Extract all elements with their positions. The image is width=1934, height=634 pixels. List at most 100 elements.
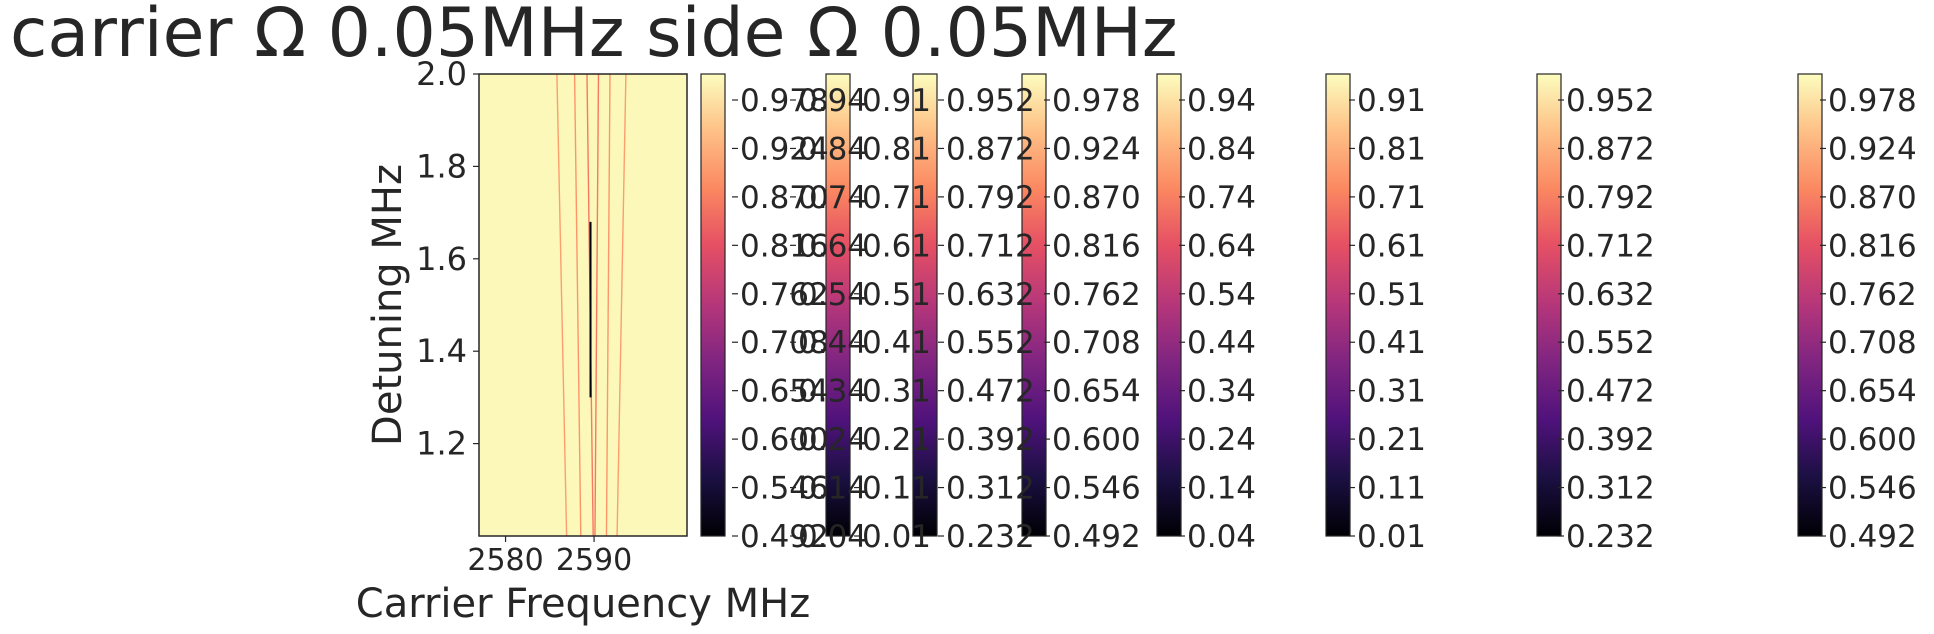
colorbar-tick-label: 0.41 xyxy=(1357,325,1426,361)
colorbar-tick-label: 0.978 xyxy=(1828,83,1917,119)
colorbar-tick-label: 0.708 xyxy=(1828,325,1917,361)
colorbar-tick-label: 0.61 xyxy=(862,228,931,264)
x-tick-label: 2580 xyxy=(467,543,543,578)
colorbar-3 xyxy=(912,73,938,537)
colorbar-tick-label: 0.600 xyxy=(1828,422,1917,458)
colorbar-tick-label: 0.712 xyxy=(1566,228,1655,264)
colorbar-tick-label: 0.632 xyxy=(1566,277,1655,313)
colorbar-tick-label: 0.546 xyxy=(740,471,829,507)
colorbar-7 xyxy=(1536,73,1562,537)
y-tick-label: 1.2 xyxy=(416,425,467,463)
colorbar-tick-label: 0.472 xyxy=(946,374,1035,410)
colorbar-tick-label: 0.312 xyxy=(1566,471,1655,507)
heatmap-background xyxy=(479,74,687,536)
colorbar-tick-label: 0.232 xyxy=(1566,519,1655,555)
colorbar-tick-label: 0.31 xyxy=(1357,374,1426,410)
colorbar-4 xyxy=(1021,73,1047,537)
colorbar-tick-label: 0.31 xyxy=(862,374,931,410)
colorbar-tick-label: 0.71 xyxy=(862,180,931,216)
colorbar-tick-label: 0.392 xyxy=(946,422,1035,458)
colorbar-8 xyxy=(1797,73,1823,537)
colorbar-tick-label: 0.762 xyxy=(1828,277,1917,313)
colorbar-tick-label: 0.654 xyxy=(740,374,829,410)
colorbar-tick-label: 0.978 xyxy=(1052,83,1141,119)
colorbar-tick-label: 0.546 xyxy=(1828,471,1917,507)
colorbar-tick-label: 0.74 xyxy=(798,180,867,216)
colorbar-tick-label: 0.762 xyxy=(1052,277,1141,313)
colorbar-tick-label: 0.870 xyxy=(1052,180,1141,216)
y-tick-label: 1.8 xyxy=(416,147,467,185)
colorbar-tick-label: 0.552 xyxy=(946,325,1035,361)
colorbar-tick-label: 0.64 xyxy=(798,228,867,264)
colorbar-tick-label: 0.392 xyxy=(1566,422,1655,458)
colorbar-tick-label: 0.952 xyxy=(1566,83,1655,119)
colorbar-tick-label: 0.94 xyxy=(1187,83,1256,119)
colorbar-1 xyxy=(700,73,726,537)
colorbar-tick-label: 0.872 xyxy=(946,131,1035,167)
colorbar-tick-label: 0.492 xyxy=(1052,519,1141,555)
colorbar-tick-label: 0.44 xyxy=(1187,325,1256,361)
colorbar-tick-label: 0.600 xyxy=(1052,422,1141,458)
colorbar-tick-label: 0.71 xyxy=(1357,180,1426,216)
colorbar-tick-label: 0.11 xyxy=(862,471,931,507)
colorbar-tick-label: 0.924 xyxy=(1052,131,1141,167)
colorbar-tick-label: 0.552 xyxy=(1566,325,1655,361)
colorbar-tick-label: 0.04 xyxy=(798,519,867,555)
colorbar-tick-label: 0.74 xyxy=(1187,180,1256,216)
colorbar-tick-label: 0.94 xyxy=(798,83,867,119)
colorbar-tick-label: 0.64 xyxy=(1187,228,1256,264)
colorbar-tick-label: 0.924 xyxy=(1828,131,1917,167)
colorbar-tick-label: 0.51 xyxy=(862,277,931,313)
colorbar-tick-label: 0.600 xyxy=(740,422,829,458)
colorbar-tick-label: 0.14 xyxy=(1187,471,1256,507)
colorbar-tick-label: 0.762 xyxy=(740,277,829,313)
resonance-line-5 xyxy=(605,73,611,537)
colorbar-tick-label: 0.632 xyxy=(946,277,1035,313)
plot-frame xyxy=(478,73,688,537)
y-axis-label: Detuning MHz xyxy=(365,164,411,446)
colorbar-tick-label: 0.712 xyxy=(946,228,1035,264)
colorbar-6 xyxy=(1325,73,1351,537)
colorbar-tick-label: 0.01 xyxy=(1357,519,1426,555)
resonance-line-1 xyxy=(556,73,568,537)
colorbar-tick-label: 0.792 xyxy=(946,180,1035,216)
colorbar-tick-label: 0.654 xyxy=(1052,374,1141,410)
y-tick-label: 1.6 xyxy=(416,240,467,278)
colorbar-tick-label: 0.492 xyxy=(1828,519,1917,555)
colorbar-tick-label: 0.81 xyxy=(862,131,931,167)
resonance-line-2 xyxy=(573,73,582,537)
heatmap-plot-area xyxy=(479,73,687,537)
colorbar-tick-label: 0.21 xyxy=(1357,422,1426,458)
colorbar-tick-label: 0.472 xyxy=(1566,374,1655,410)
colorbar-tick-label: 0.84 xyxy=(1187,131,1256,167)
y-tick-label: 2.0 xyxy=(416,55,467,93)
colorbar-tick-label: 0.870 xyxy=(1828,180,1917,216)
colorbar-tick-label: 0.952 xyxy=(946,83,1035,119)
x-tick-label: 2590 xyxy=(556,543,632,578)
colorbar-tick-label: 0.708 xyxy=(1052,325,1141,361)
colorbar-tick-label: 0.51 xyxy=(1357,277,1426,313)
colorbar-tick-label: 0.870 xyxy=(740,180,829,216)
colorbar-tick-label: 0.04 xyxy=(1187,519,1256,555)
colorbar-tick-label: 0.492 xyxy=(740,519,829,555)
colorbar-tick-label: 0.61 xyxy=(1357,228,1426,264)
colorbar-tick-label: 0.41 xyxy=(862,325,931,361)
colorbar-tick-label: 0.546 xyxy=(1052,471,1141,507)
colorbar-tick-label: 0.312 xyxy=(946,471,1035,507)
colorbar-tick-label: 0.978 xyxy=(740,83,829,119)
colorbar-tick-label: 0.54 xyxy=(798,277,867,313)
colorbar-2 xyxy=(825,73,851,537)
colorbar-tick-label: 0.232 xyxy=(946,519,1035,555)
colorbar-tick-label: 0.44 xyxy=(798,325,867,361)
colorbar-tick-label: 0.34 xyxy=(1187,374,1256,410)
colorbar-tick-label: 0.24 xyxy=(798,422,867,458)
y-tick-label: 1.4 xyxy=(416,332,467,370)
colorbar-tick-label: 0.654 xyxy=(1828,374,1917,410)
colorbar-tick-label: 0.21 xyxy=(862,422,931,458)
colorbar-tick-label: 0.34 xyxy=(798,374,867,410)
colorbar-tick-label: 0.14 xyxy=(798,471,867,507)
colorbar-tick-label: 0.24 xyxy=(1187,422,1256,458)
resonance-line-4 xyxy=(594,73,600,537)
colorbar-tick-label: 0.816 xyxy=(1828,228,1917,264)
colorbar-tick-label: 0.81 xyxy=(1357,131,1426,167)
